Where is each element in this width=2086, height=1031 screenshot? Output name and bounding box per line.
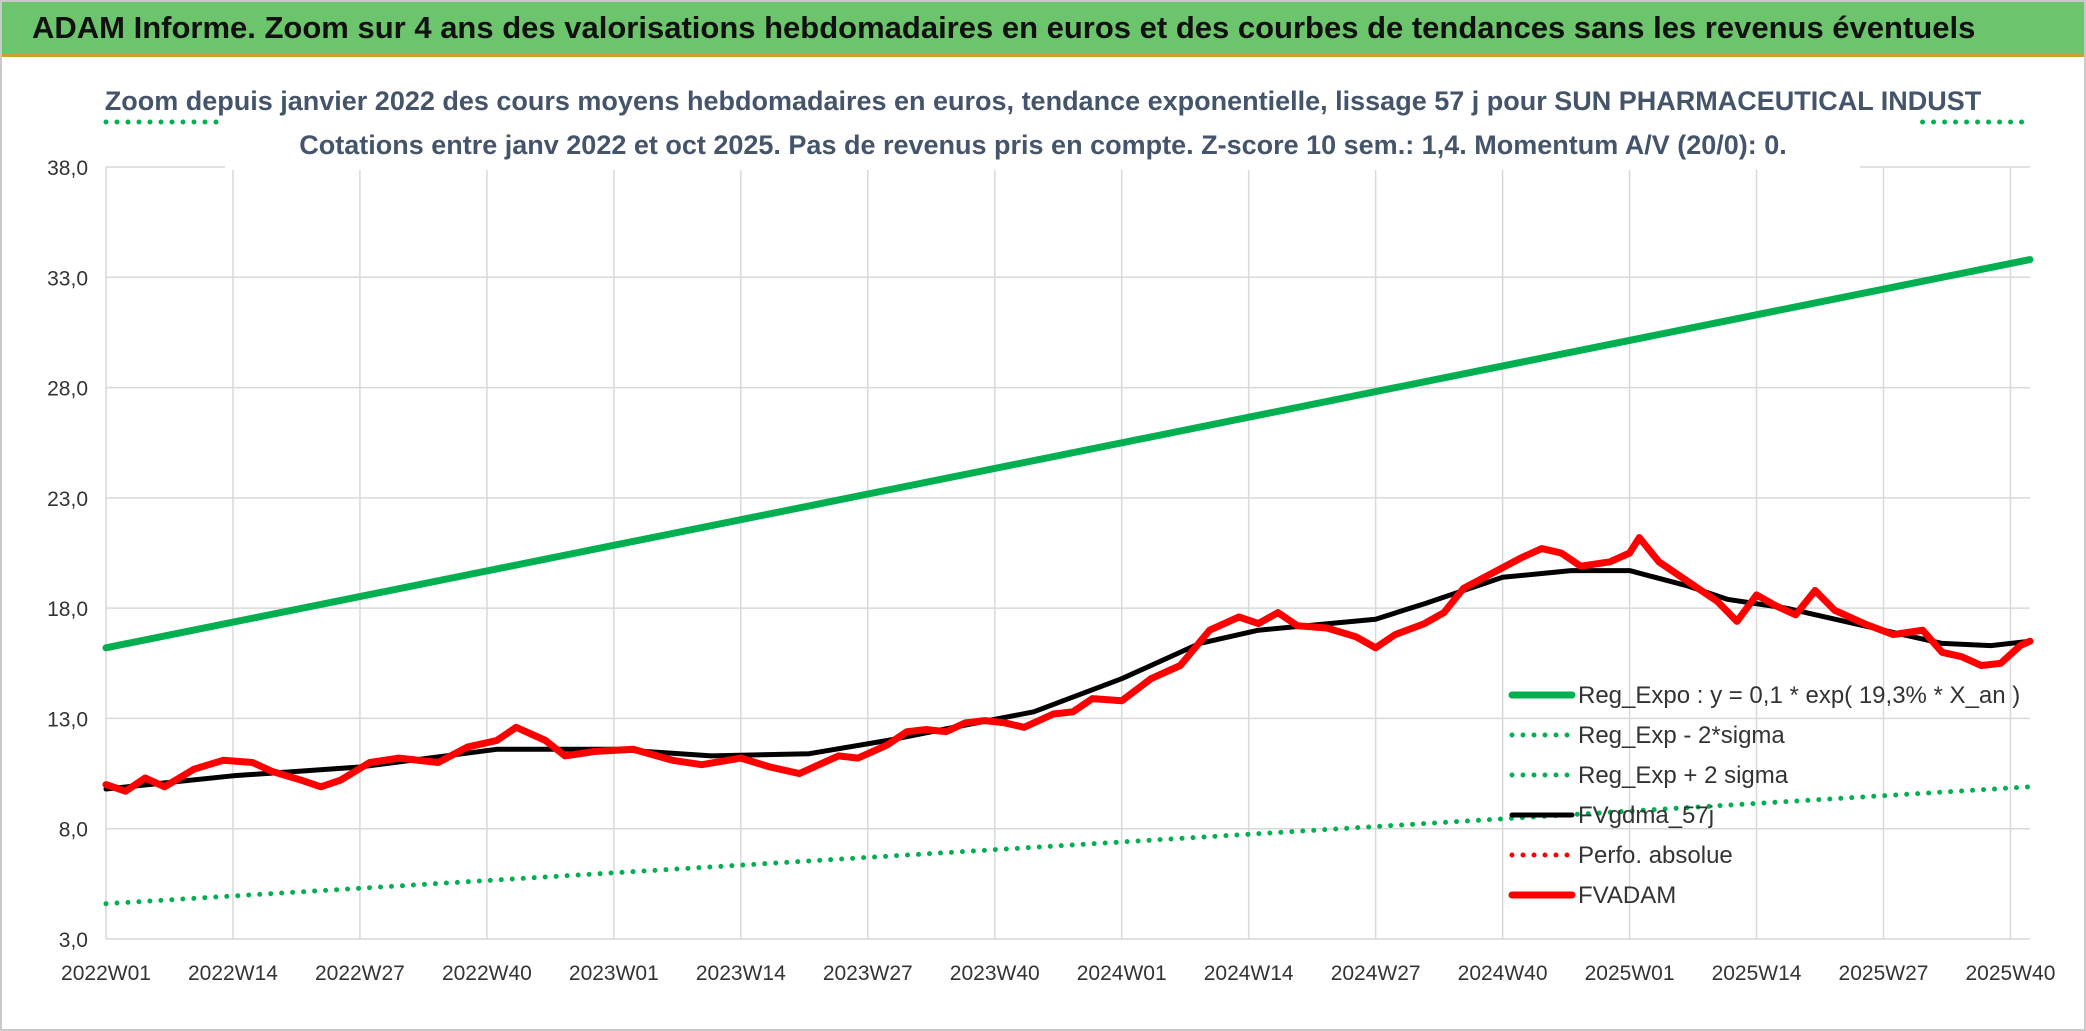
legend-label: Reg_Exp - 2*sigma [1578, 722, 1785, 749]
x-tick-label: 2024W01 [1077, 962, 1167, 985]
legend-label: FVADAM [1578, 882, 1676, 909]
x-tick-label: 2024W40 [1458, 962, 1548, 985]
x-tick-label: 2025W40 [1966, 962, 2056, 985]
x-tick-label: 2024W27 [1331, 962, 1421, 985]
series-line-0 [102, 256, 2034, 652]
chart-title-line1: Zoom depuis janvier 2022 des cours moyen… [105, 86, 1982, 116]
y-tick-label: 3,0 [59, 929, 88, 952]
y-tick-label: 33,0 [47, 267, 88, 290]
x-tick-label: 2025W27 [1839, 962, 1929, 985]
legend-label: Reg_Exp + 2 sigma [1578, 762, 1789, 789]
y-tick-label: 23,0 [47, 488, 88, 511]
legend-label: FVgdma_57j [1578, 802, 1714, 829]
subtitle-background [225, 76, 1860, 170]
y-tick-label: 28,0 [47, 378, 88, 401]
x-tick-label: 2022W14 [188, 962, 278, 985]
y-tick-label: 13,0 [47, 708, 88, 731]
x-tick-label: 2023W14 [696, 962, 786, 985]
x-tick-label: 2023W27 [823, 962, 913, 985]
y-tick-label: 8,0 [59, 819, 88, 842]
x-tick-label: 2022W27 [315, 962, 405, 985]
chart-title-line2: Cotations entre janv 2022 et oct 2025. P… [299, 130, 1787, 160]
series-line-5 [102, 534, 2034, 795]
title-banner: ADAM Informe. Zoom sur 4 ans des valoris… [2, 2, 2084, 57]
x-tick-label: 2025W01 [1585, 962, 1675, 985]
legend-label: Perfo. absolue [1578, 842, 1733, 869]
series-layer [102, 119, 2034, 907]
axis-labels: 3,0 8,0 13,0 18,0 23,0 28,0 33,0 38,0 2022W01 202… [47, 157, 2055, 985]
grid [105, 166, 2030, 940]
x-tick-label: 2022W01 [61, 962, 151, 985]
series-line-1 [103, 784, 2033, 907]
x-tick-label: 2022W40 [442, 962, 532, 985]
x-tick-label: 2023W01 [569, 962, 659, 985]
x-tick-label: 2025W14 [1712, 962, 1802, 985]
x-tick-label: 2023W40 [950, 962, 1040, 985]
banner-title: ADAM Informe. Zoom sur 4 ans des valoris… [32, 10, 1976, 45]
y-tick-label: 18,0 [47, 598, 88, 621]
legend-label: Reg_Expo : y = 0,1 * exp( 19,3% * X_an ) [1578, 682, 2020, 709]
x-tick-label: 2024W14 [1204, 962, 1294, 985]
legend: Reg_Expo : y = 0,1 * exp( 19,3% * X_an )… [1508, 682, 2020, 909]
y-tick-label: 38,0 [47, 157, 88, 180]
